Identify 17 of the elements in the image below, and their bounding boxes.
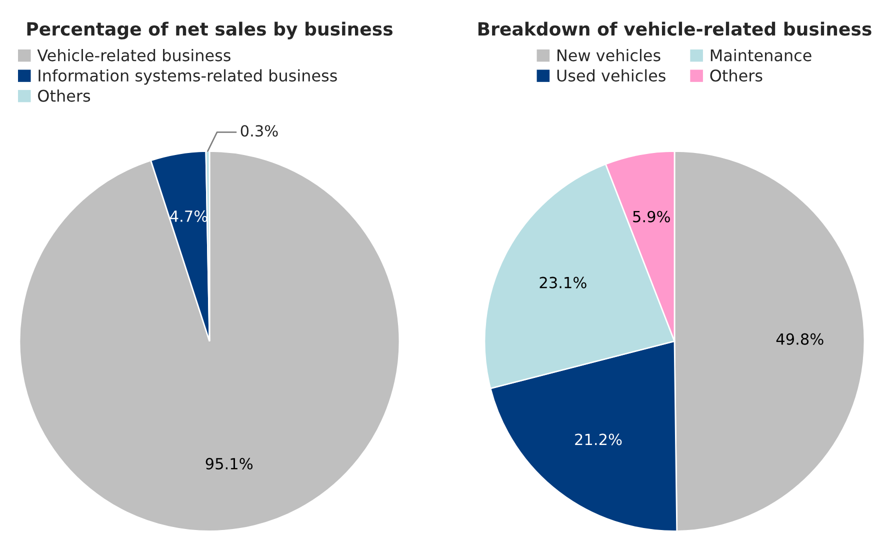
legend-label: New vehicles — [558, 48, 660, 62]
data-label: 95.1% — [206, 458, 253, 470]
pie-slice — [18, 150, 400, 532]
legend-label: Maintenance — [710, 48, 812, 62]
legend-label: Used vehicles — [557, 69, 666, 82]
legend-label: Vehicle-related business — [37, 48, 230, 62]
chart-title: Breakdown of vehicle-related business — [478, 22, 872, 36]
data-label: 23.1% — [540, 276, 586, 288]
data-label: 49.8% — [776, 333, 824, 345]
legend-label: Information systems-related business — [38, 69, 337, 85]
data-label: 4.7% — [170, 210, 208, 222]
legend-label: Others — [710, 69, 762, 82]
chart-title: Percentage of net sales by business — [27, 22, 392, 40]
data-label: 21.2% — [575, 434, 622, 446]
data-label: 5.9% — [633, 210, 670, 222]
data-label: 0.3% — [240, 125, 278, 137]
legend-label: Others — [38, 89, 90, 102]
